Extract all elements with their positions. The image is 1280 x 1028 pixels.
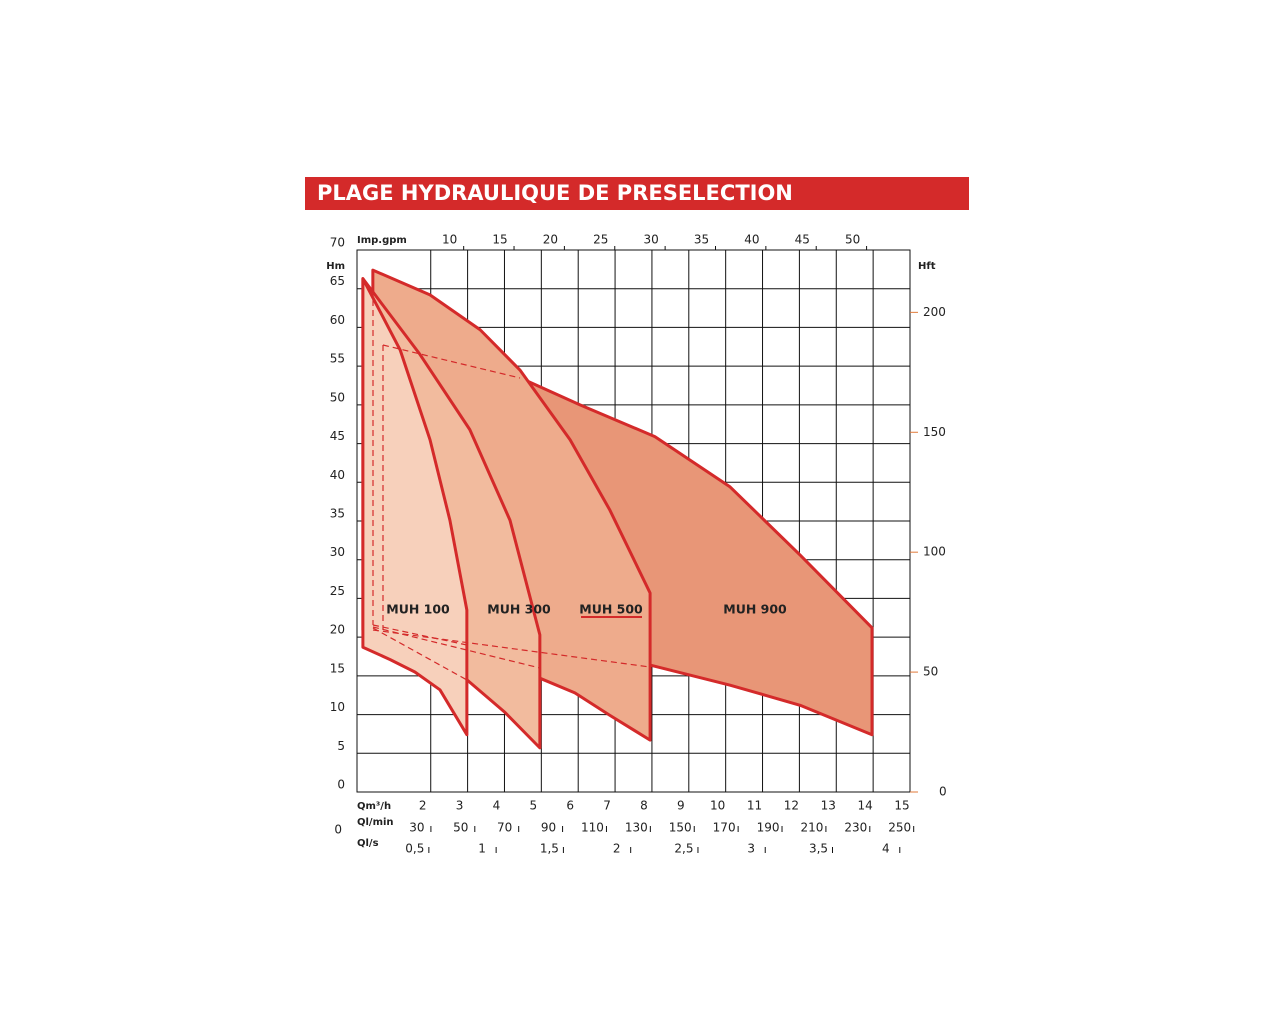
chart-title: PLAGE HYDRAULIQUE DE PRESELECTION	[317, 181, 793, 205]
secondary-tick-label: 90	[541, 821, 556, 835]
guide-line	[372, 626, 541, 669]
guide-line	[382, 344, 521, 379]
secondary-tick-label: 20	[543, 233, 558, 247]
y-tick-label: 30	[330, 545, 345, 559]
secondary-tick-label: 190	[757, 821, 780, 835]
secondary-tick-label: 3	[747, 842, 755, 856]
y2-tick-label: 100	[923, 545, 946, 559]
y2-tick-label: 200	[923, 305, 946, 319]
range-area	[361, 277, 469, 737]
x-tick-label: 10	[710, 799, 725, 813]
series-label: MUH 500	[579, 602, 643, 617]
y-tick-label: 65	[330, 274, 345, 288]
y-tick-label: 45	[330, 429, 345, 443]
y2-axis-label: Hft	[918, 261, 936, 272]
y-tick-label: 50	[330, 390, 345, 404]
x-tick-label: 3	[456, 799, 464, 813]
guide-line	[372, 627, 468, 681]
y-tick-label: 35	[330, 507, 345, 521]
guide-line	[372, 629, 651, 668]
y2-tick-label: 0	[939, 785, 947, 799]
secondary-tick-label: 130	[625, 821, 648, 835]
secondary-axis-label: Imp.gpm	[357, 235, 407, 246]
x-tick-label: 6	[566, 799, 574, 813]
x-tick-label: 12	[784, 799, 799, 813]
secondary-tick-label: 0	[334, 823, 342, 837]
secondary-tick-label: 2	[613, 842, 621, 856]
y-axis-label: Hm	[326, 261, 345, 272]
series-label: MUH 900	[723, 602, 787, 617]
secondary-tick-label: 110	[581, 821, 604, 835]
secondary-tick-label: 25	[593, 233, 608, 247]
secondary-tick-label: 3,5	[809, 842, 828, 856]
secondary-tick-label: 0,5	[405, 842, 424, 856]
y-tick-label: 5	[337, 739, 345, 753]
secondary-tick-label: 30	[643, 233, 658, 247]
secondary-tick-label: 250	[888, 821, 911, 835]
x-tick-label: 5	[530, 799, 538, 813]
secondary-tick-label: 2,5	[674, 842, 693, 856]
guide-line	[372, 624, 468, 646]
y-tick-label: 40	[330, 468, 345, 482]
y-tick-label: 0	[337, 778, 345, 792]
secondary-tick-label: 150	[669, 821, 692, 835]
title-bar	[305, 177, 969, 210]
plot-frame	[356, 249, 911, 793]
secondary-tick-label: 40	[744, 233, 759, 247]
x-tick-label: 7	[603, 799, 611, 813]
x-tick-label: 9	[677, 799, 685, 813]
x-tick-label: 8	[640, 799, 648, 813]
secondary-tick-label: 170	[713, 821, 736, 835]
x-axis-label: Qm³/h	[357, 801, 391, 812]
y2-tick-label: 50	[923, 665, 938, 679]
secondary-tick-label: 1,5	[540, 842, 559, 856]
secondary-tick-label: 45	[795, 233, 810, 247]
x-tick-label: 14	[857, 799, 872, 813]
secondary-tick-label: 15	[492, 233, 507, 247]
y-tick-label: 10	[330, 700, 345, 714]
series-label: MUH 100	[386, 602, 450, 617]
secondary-tick-label: 210	[800, 821, 823, 835]
secondary-tick-label: 30	[409, 821, 424, 835]
y-tick-label: 20	[330, 623, 345, 637]
secondary-axis-label: Ql/min	[357, 817, 394, 828]
x-tick-label: 13	[821, 799, 836, 813]
y-tick-label: 60	[330, 313, 345, 327]
secondary-tick-label: 10	[442, 233, 457, 247]
secondary-axis-label: Ql/s	[357, 838, 379, 849]
secondary-tick-label: 35	[694, 233, 709, 247]
secondary-tick-label: 50	[845, 233, 860, 247]
secondary-tick-label: 4	[882, 842, 890, 856]
y-tick-label: 15	[330, 661, 345, 675]
secondary-tick-label: 230	[844, 821, 867, 835]
y2-tick-label: 150	[923, 425, 946, 439]
x-tick-label: 11	[747, 799, 762, 813]
secondary-tick-label: 70	[497, 821, 512, 835]
y-tick-label: 25	[330, 584, 345, 598]
x-tick-label: 15	[894, 799, 909, 813]
y-tick-label: 70	[330, 236, 345, 250]
x-tick-label: 2	[419, 799, 427, 813]
secondary-tick-label: 1	[478, 842, 486, 856]
secondary-tick-label: 50	[453, 821, 468, 835]
y-tick-label: 55	[330, 352, 345, 366]
series-label: MUH 300	[487, 602, 551, 617]
x-tick-label: 4	[493, 799, 501, 813]
